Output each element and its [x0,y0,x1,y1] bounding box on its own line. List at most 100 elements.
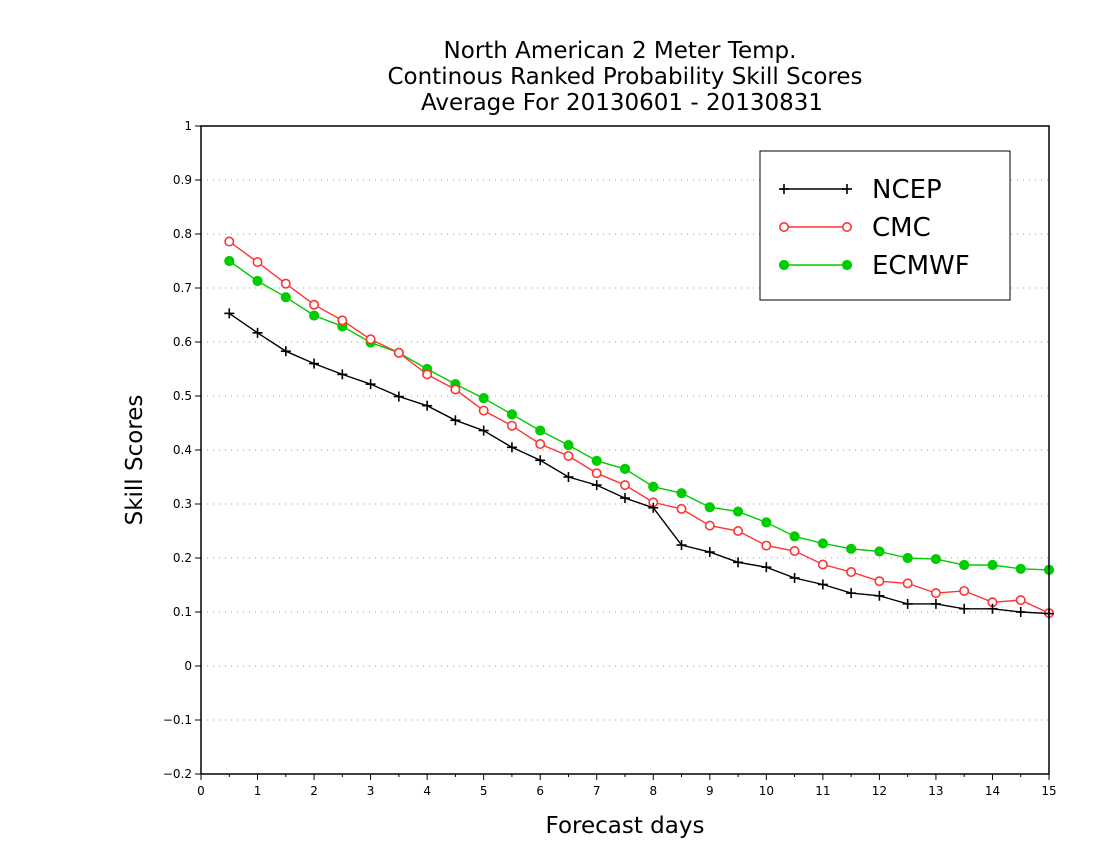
data-point-cmc [337,315,348,326]
data-point-ncep [422,400,433,411]
series-line-ecmwf [228,260,1050,571]
data-point-ecmwf [704,502,715,513]
chart-title: North American 2 Meter Temp. Continous R… [387,38,862,116]
data-point-ecmwf [591,455,602,466]
y-tick-label: −0.1 [163,713,192,727]
data-point-cmc [535,439,546,450]
y-tick-label: 0.1 [173,605,192,619]
data-point-ecmwf [789,531,800,542]
x-tick-label: 8 [649,784,657,798]
data-point-cmc [591,468,602,479]
data-point-cmc [422,369,433,380]
data-point-ncep [930,598,941,609]
y-tick-label: 0 [184,659,192,673]
x-tick-label: 13 [928,784,943,798]
data-point-ecmwf [959,559,970,571]
data-point-cmc [789,545,800,556]
data-point-ecmwf [619,463,631,474]
x-tick-label: 6 [536,784,544,798]
legend-label-ncep: NCEP [872,175,942,205]
legend-marker-cmc [841,222,852,233]
data-point-ncep [789,572,800,583]
x-tick-label: 15 [1041,784,1056,798]
series-line-cmc [228,241,1050,614]
x-tick-label: 14 [985,784,1000,798]
legend-marker-ecmwf [841,259,853,271]
data-point-ncep [365,379,376,390]
x-tick-label: 10 [759,784,774,798]
data-point-cmc [506,420,517,431]
data-point-ecmwf [308,310,320,321]
chart-title-line-2: Continous Ranked Probability Skill Score… [387,64,862,90]
y-axis-label: Skill Scores [122,395,148,526]
data-point-ncep [450,415,461,426]
data-point-ncep [309,358,320,369]
data-point-ncep [393,391,404,402]
y-tick-label: −0.2 [163,767,192,781]
x-tick-label: 11 [815,784,830,798]
x-tick-label: 4 [423,784,431,798]
data-point-ncep [902,598,913,609]
data-point-ncep [704,547,715,558]
data-point-cmc [563,450,574,461]
data-point-cmc [1015,595,1026,606]
y-tick-label: 0.8 [173,227,192,241]
x-tick-label: 2 [310,784,318,798]
data-point-ncep [817,579,828,590]
data-point-ecmwf [280,292,291,303]
data-point-ecmwf [732,506,744,517]
data-point-ncep [337,369,348,380]
x-tick-label: 0 [197,784,205,798]
data-point-cmc [676,503,687,514]
data-point-cmc [959,585,970,596]
data-point-ecmwf [874,546,885,557]
data-point-ecmwf [761,517,772,528]
series-ecmwf [224,255,1055,575]
data-point-ncep [478,425,489,436]
data-point-cmc [704,520,715,531]
data-point-ecmwf [902,552,913,564]
legend-item-ncep: NCEP [779,175,942,205]
legend-label-cmc: CMC [872,213,931,243]
data-point-ecmwf [224,255,235,267]
x-axis-label: Forecast days [546,813,705,839]
data-point-ncep [846,588,857,599]
data-point-ecmwf [846,543,857,554]
legend-marker-ncep [779,184,789,194]
data-point-cmc [817,559,828,570]
data-point-ncep [224,308,235,319]
data-point-cmc [733,525,744,536]
data-point-ncep [591,480,602,491]
data-point-ncep [535,455,546,466]
data-point-ncep [1015,607,1026,617]
x-tick-label: 9 [706,784,714,798]
data-point-ncep [959,603,970,614]
y-tick-label: 0.6 [173,335,192,349]
data-point-cmc [902,578,913,589]
series-ncep [224,308,1054,619]
y-tick-label: 0.4 [173,443,192,457]
data-point-ecmwf [987,559,998,571]
legend: NCEP CMC ECMWF [759,150,1011,301]
data-point-ecmwf [563,440,574,451]
legend-marker-ecmwf [778,259,790,271]
chart-title-line-3: Average For 20130601 - 20130831 [421,90,823,116]
data-point-ecmwf [648,481,659,492]
legend-label-ecmwf: ECMWF [872,251,970,281]
data-point-ncep [506,442,517,453]
x-tick-label: 1 [254,784,262,798]
data-point-cmc [309,299,320,310]
y-tick-label: 0.2 [173,551,192,565]
data-point-cmc [252,257,263,268]
data-point-ecmwf [817,538,828,549]
y-axis-ticks: −0.2 −0.1 0 0.1 0.2 0.3 0.4 0.5 0.6 0.7 0.8 0.9 1 [163,119,201,781]
data-point-ecmwf [535,425,546,436]
y-tick-label: 0.9 [173,173,192,187]
data-point-ncep [987,603,998,614]
data-point-ecmwf [506,409,518,420]
data-point-ecmwf [1015,563,1026,574]
data-point-cmc [224,236,235,247]
data-point-ecmwf [252,275,263,287]
data-point-ecmwf [478,393,489,404]
